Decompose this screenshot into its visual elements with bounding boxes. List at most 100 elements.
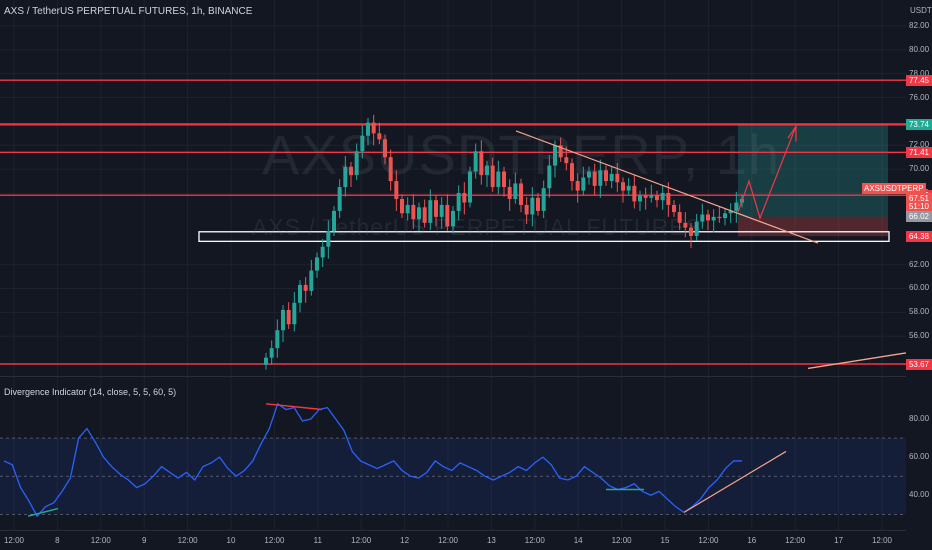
candle-body: [524, 204, 529, 215]
candle-body: [541, 188, 546, 211]
candle-body: [445, 204, 450, 227]
candle-body: [672, 204, 676, 213]
candle-body: [734, 202, 739, 211]
pane-separator: [0, 376, 906, 377]
candle-body: [326, 231, 331, 247]
candle-body: [456, 193, 461, 211]
candle-body: [428, 200, 433, 223]
candle-body: [694, 221, 699, 236]
grid: [0, 0, 906, 530]
candle-body: [275, 330, 280, 349]
candle-body: [513, 183, 518, 199]
time-label: 16: [747, 536, 756, 545]
candle-body: [706, 214, 710, 221]
candle-body: [592, 171, 597, 186]
candle-body: [417, 207, 421, 220]
descending-trendline: [515, 130, 819, 244]
price-tag: 67.51: [906, 193, 932, 205]
projection-path: [737, 125, 797, 220]
loss-zone: [738, 216, 888, 237]
indicator-title: Divergence Indicator (14, close, 5, 5, 6…: [4, 387, 177, 397]
price-axis[interactable]: [906, 0, 932, 550]
price-axis-label: 78.00: [909, 68, 930, 78]
candle-body: [281, 309, 285, 331]
time-label: 12:00: [785, 536, 806, 545]
candle-body: [689, 227, 693, 236]
candle-body: [507, 187, 512, 199]
price-axis-label: 80.00: [909, 44, 930, 54]
bullish-divergence: [27, 507, 59, 517]
candle-body: [468, 171, 472, 203]
time-label: 17: [834, 536, 843, 545]
price-tag: 73.74: [906, 119, 932, 130]
candle-body: [728, 210, 733, 214]
candle-body: [286, 309, 291, 325]
candle-body: [360, 135, 365, 152]
candle-body: [581, 177, 586, 191]
time-label: 12:00: [178, 536, 199, 545]
time-label: 11: [314, 536, 323, 545]
candle-body: [530, 197, 535, 215]
price-axis-label: 60.00: [909, 283, 930, 293]
time-label: 12:00: [612, 536, 633, 545]
candle-body: [621, 182, 625, 191]
candle-body: [655, 195, 659, 201]
price-tag: 71.41: [906, 146, 932, 158]
profit-zone: [738, 124, 888, 217]
candle-body: [502, 171, 506, 188]
candle-body: [303, 284, 308, 291]
candle-body: [434, 200, 438, 217]
candle-body: [490, 165, 495, 188]
divergence-indicator-pane: [0, 376, 906, 531]
price-axis-label: 56.00: [909, 331, 930, 341]
indicator-axis-label: 60.00: [909, 452, 930, 462]
candle-body: [473, 151, 478, 172]
price-axis-label: 76.00: [909, 92, 930, 102]
candle-body: [643, 195, 648, 198]
candle-body: [422, 207, 427, 223]
indicator-axis-label: 40.00: [909, 490, 930, 500]
candle-body: [683, 222, 688, 228]
time-label: 12:00: [351, 536, 372, 545]
candle-body: [570, 163, 574, 182]
candle-body: [587, 171, 591, 178]
time-label: 12: [400, 536, 409, 545]
candle-body: [332, 210, 336, 232]
candle-body: [723, 213, 727, 219]
chart-title: AXS / TetherUS PERPETUAL FUTURES, 1h, BI…: [4, 6, 253, 17]
candle-body: [609, 173, 614, 182]
indicator-axis-label: 80.00: [909, 414, 930, 424]
candle-body: [711, 216, 716, 221]
candle-body: [626, 185, 631, 191]
price-axis-label: 58.00: [909, 307, 930, 317]
candle-body: [496, 171, 501, 188]
time-label: 8: [55, 536, 60, 545]
candle-body: [315, 257, 319, 271]
price-axis-label: 72.00: [909, 140, 930, 150]
time-label: 14: [574, 536, 583, 545]
candle-body: [479, 151, 484, 176]
candle-body: [439, 204, 444, 217]
price-axis-label: 62.00: [909, 259, 930, 269]
candle-body: [451, 210, 455, 227]
candle-body: [405, 204, 410, 214]
bearish-divergence: [265, 403, 323, 411]
candle-body: [394, 181, 399, 199]
time-separator: [0, 530, 906, 531]
time-label: 12:00: [264, 536, 285, 545]
candle-body: [547, 165, 552, 189]
candle-body: [462, 193, 467, 203]
price-tag: 64.38: [906, 230, 932, 242]
candle-body: [383, 139, 387, 158]
symbol-tag: AXSUSDTPERP: [862, 183, 926, 194]
candle-body: [400, 198, 404, 214]
time-label: 9: [142, 536, 147, 545]
candle-body: [558, 145, 563, 158]
candle-body: [564, 157, 569, 164]
candle-body: [615, 173, 620, 183]
candle-body: [411, 204, 416, 220]
candle-body: [604, 170, 608, 182]
price-tag: 53.67: [906, 358, 932, 370]
candle-body: [700, 214, 705, 222]
